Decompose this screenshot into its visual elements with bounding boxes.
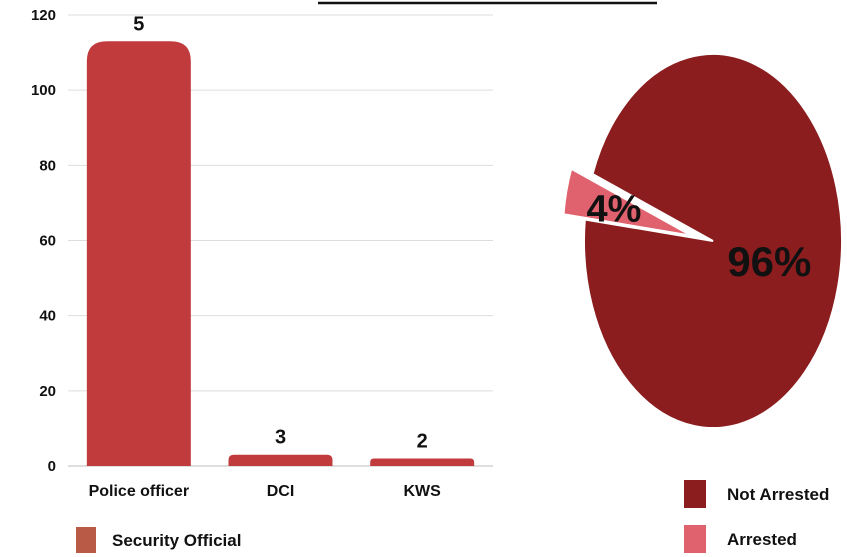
legend-label: Not Arrested xyxy=(727,485,829,504)
bar-data-label: 3 xyxy=(275,427,286,449)
y-tick-label: 100 xyxy=(31,82,56,99)
pie-slice xyxy=(562,167,693,237)
pie-slice xyxy=(583,53,843,429)
y-tick-label: 60 xyxy=(39,233,56,250)
y-tick-label: 80 xyxy=(39,157,56,174)
bar xyxy=(370,458,475,466)
legend-label: Security Official xyxy=(112,531,241,550)
bar xyxy=(228,454,333,466)
pie-slice-label: 4% xyxy=(587,188,642,230)
bar-data-label: 2 xyxy=(417,430,428,452)
y-tick-label: 120 xyxy=(31,7,56,24)
legend-label: Arrested xyxy=(727,530,797,549)
legend-swatch xyxy=(76,527,96,553)
pie-slice-label: 96% xyxy=(727,238,811,285)
y-tick-label: 40 xyxy=(39,308,56,325)
bar-chart: 0 20 40 60 80 100 120 5 Police officer 3 DCI 2 KWS Se… xyxy=(31,7,493,553)
bar xyxy=(86,41,191,466)
x-category-label: Police officer xyxy=(89,483,189,500)
x-category-label: KWS xyxy=(404,483,442,500)
y-tick-label: 20 xyxy=(39,383,56,400)
bar-data-label: 5 xyxy=(133,13,144,35)
x-category-label: DCI xyxy=(267,483,295,500)
legend-swatch xyxy=(684,525,706,553)
pie-chart: 96% 4% Not Arrested Arrested xyxy=(562,53,843,553)
y-tick-label: 0 xyxy=(48,458,56,475)
legend-swatch xyxy=(684,480,706,508)
